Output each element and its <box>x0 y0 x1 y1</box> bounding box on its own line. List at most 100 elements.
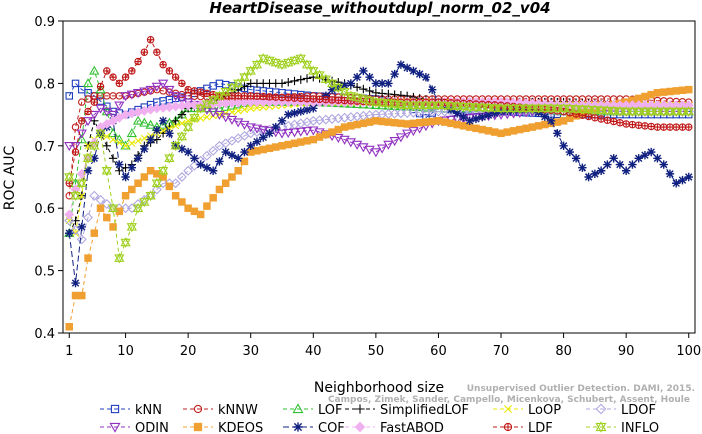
marker-square <box>503 128 512 136</box>
x-tick-label: 1 <box>65 344 73 359</box>
legend-item-odin: ODIN <box>100 421 169 434</box>
marker-triangle <box>139 117 150 127</box>
marker-hexstar <box>483 102 494 114</box>
marker-circle-plus <box>634 121 643 129</box>
marker-star <box>453 109 462 118</box>
marker-circle-plus <box>678 123 687 131</box>
marker-plus <box>277 79 287 88</box>
marker-hexstar <box>652 106 663 117</box>
marker-hexstar <box>151 177 163 189</box>
marker-triangle-down <box>376 144 388 154</box>
marker-hexstar <box>545 103 557 114</box>
marker-diamond <box>76 234 87 245</box>
marker-star <box>484 111 493 120</box>
marker-star <box>140 144 149 154</box>
marker-square <box>121 191 130 200</box>
marker-triangle-down <box>351 140 363 150</box>
marker-circle <box>84 95 92 103</box>
marker-hexstar <box>370 96 382 108</box>
marker-square <box>297 138 305 146</box>
marker-star <box>646 147 656 157</box>
marker-triangle <box>145 119 156 129</box>
marker-hexstar <box>107 202 119 214</box>
marker-square <box>428 117 436 126</box>
x-tick-label: 80 <box>555 344 572 359</box>
marker-hexstar <box>520 103 532 114</box>
marker-x <box>128 139 136 147</box>
plot-frame <box>62 20 696 334</box>
marker-square <box>491 128 499 136</box>
marker-hexstar <box>402 99 413 111</box>
marker-hexstar <box>533 103 544 114</box>
marker-circle-plus <box>128 67 136 75</box>
marker-triangle-down <box>301 127 313 137</box>
marker-star <box>121 172 130 182</box>
marker-hexstar <box>639 106 651 117</box>
marker-diamond <box>95 122 106 133</box>
marker-hexstar <box>583 104 594 115</box>
marker-circle-plus <box>109 73 117 81</box>
marker-hexstar <box>602 105 613 116</box>
marker-hexstar <box>95 128 106 139</box>
marker-star <box>503 106 512 116</box>
marker-plus <box>377 89 387 98</box>
marker-star <box>127 163 137 172</box>
x-tick-label: 30 <box>242 344 259 359</box>
marker-hexstar <box>445 100 457 112</box>
marker-hexstar <box>164 152 175 164</box>
marker-square <box>684 85 693 94</box>
marker-hexstar <box>633 106 644 117</box>
marker-square <box>203 202 211 210</box>
marker-circle-plus <box>146 35 155 44</box>
marker-plus <box>177 110 187 119</box>
marker-circle-plus <box>653 123 662 131</box>
marker-x <box>234 107 242 115</box>
marker-square <box>409 119 418 128</box>
marker-star <box>208 166 218 175</box>
marker-circle <box>78 98 86 106</box>
x-tick-label: 90 <box>618 344 635 359</box>
legend-item-ldf: LDF <box>493 421 553 434</box>
marker-star <box>77 222 86 232</box>
marker-square <box>90 229 99 237</box>
marker-hexstar <box>76 177 87 189</box>
legend-label: KDEOS <box>218 421 263 434</box>
x-axis-label: Neighborhood size <box>314 380 444 396</box>
marker-square <box>84 254 92 262</box>
marker-hexstar <box>82 152 94 164</box>
x-tick-label: 70 <box>493 344 510 359</box>
marker-hexstar <box>570 103 582 115</box>
marker-plus <box>371 88 381 97</box>
y-tick-label: 0.9 <box>34 15 55 30</box>
marker-triangle-down <box>276 129 288 139</box>
marker-triangle-down <box>339 135 350 145</box>
legend-item-loop: LoOP <box>493 403 561 418</box>
marker-square <box>447 119 455 128</box>
marker-hexstar <box>132 202 144 214</box>
marker-triangle <box>132 115 144 125</box>
marker-star <box>565 147 575 157</box>
marker-circle-plus <box>628 120 637 129</box>
marker-star <box>234 154 243 163</box>
marker-square <box>653 89 662 97</box>
y-tick-label: 0.4 <box>34 327 55 342</box>
marker-triangle-down <box>157 79 169 89</box>
legend-label: ODIN <box>135 421 169 434</box>
marker-diamond <box>89 190 100 201</box>
marker-star <box>240 147 249 157</box>
marker-hexstar <box>383 98 394 109</box>
marker-star <box>146 135 155 144</box>
marker-hexstar <box>495 103 507 114</box>
marker-star <box>603 160 612 169</box>
marker-square <box>359 119 368 128</box>
marker-star <box>540 112 550 121</box>
marker-triangle-down <box>70 142 81 152</box>
marker-star <box>183 147 193 157</box>
marker-plus <box>384 89 393 99</box>
legend-label: COF <box>318 421 345 434</box>
marker-star <box>227 150 237 160</box>
marker-square <box>478 125 486 134</box>
marker-circle-plus <box>684 123 693 131</box>
marker-star <box>415 69 424 79</box>
marker-square <box>672 87 680 95</box>
